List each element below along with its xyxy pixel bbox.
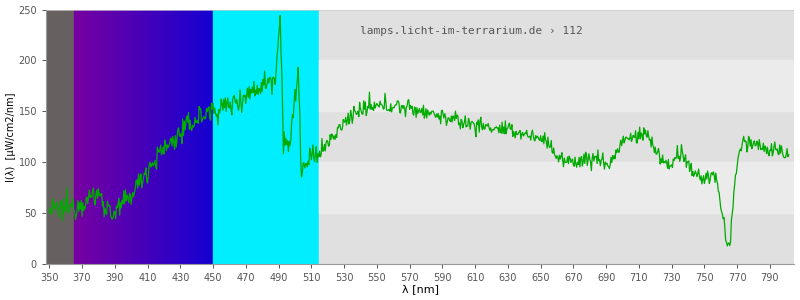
X-axis label: λ [nm]: λ [nm] [402,284,438,294]
Bar [319,61,794,111]
Bar [213,10,319,264]
Y-axis label: I(λ)  [µW/cm2/nm]: I(λ) [µW/cm2/nm] [6,92,15,182]
Bar [319,162,794,213]
Text: lamps.licht-im-terrarium.de › 112: lamps.licht-im-terrarium.de › 112 [360,26,583,36]
Bar [319,10,794,264]
Bar [46,10,74,264]
